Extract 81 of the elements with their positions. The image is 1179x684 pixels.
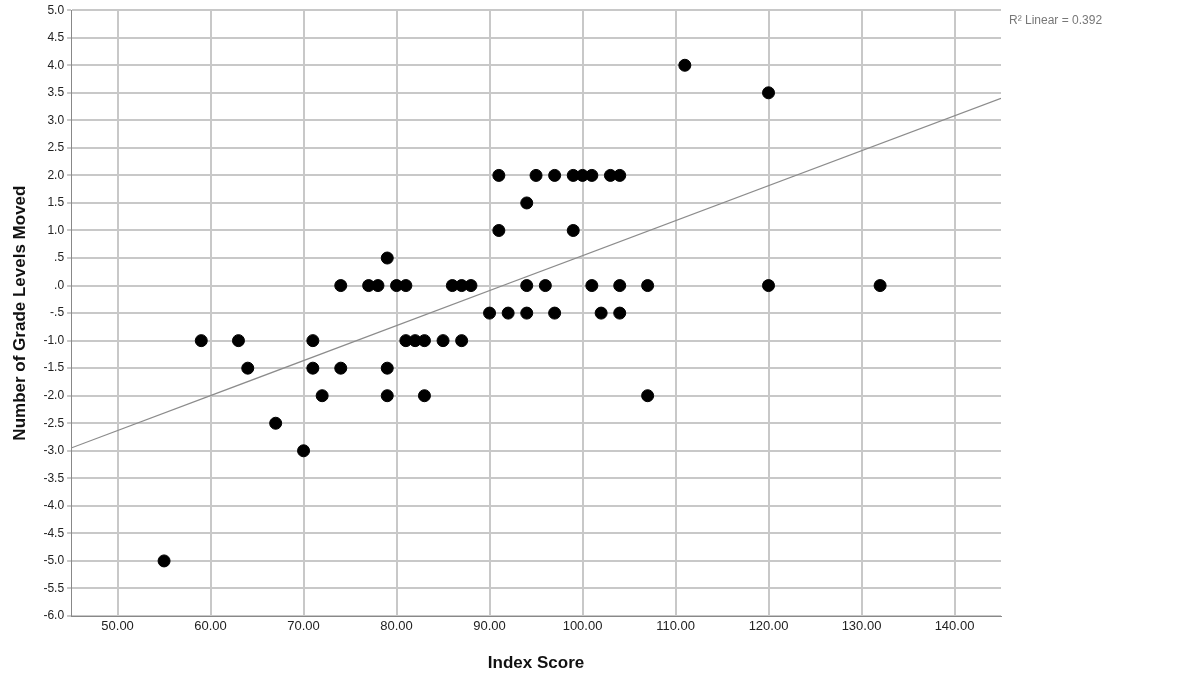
point (417, 389, 431, 403)
y-tick-label: 1.5 (47, 195, 65, 210)
x-tick-label: 100.00 (562, 618, 603, 634)
point (585, 168, 599, 182)
point (585, 279, 599, 293)
x-tick-label: 70.00 (287, 618, 320, 634)
y-tick-label: -1.0 (43, 332, 65, 347)
y-tick-label: 4.0 (47, 57, 65, 72)
point (334, 279, 348, 293)
point (538, 279, 552, 293)
y-tick-label: .0 (54, 277, 65, 292)
y-tick-label: -2.5 (43, 415, 65, 430)
y-tick-label: -3.0 (43, 443, 65, 458)
point (594, 306, 608, 320)
point (269, 416, 283, 430)
point (231, 334, 245, 348)
point (483, 306, 497, 320)
x-tick-label: 60.00 (194, 618, 227, 634)
point (641, 279, 655, 293)
point (873, 279, 887, 293)
y-tick-label: 5.0 (47, 2, 65, 17)
y-tick-label: 4.5 (47, 30, 65, 45)
point (529, 168, 543, 182)
x-tick-label: 80.00 (380, 618, 413, 634)
point (501, 306, 515, 320)
point (380, 251, 394, 265)
y-axis-title: Number of Grade Levels Moved (9, 185, 29, 441)
y-tick-label: -4.5 (43, 525, 65, 540)
y-tick-label: -1.5 (43, 360, 65, 375)
y-tick-label: -5.5 (43, 580, 65, 595)
point (520, 279, 534, 293)
x-tick-label: 50.00 (101, 618, 134, 634)
point (241, 361, 255, 375)
x-tick-label: 120.00 (748, 618, 789, 634)
x-tick-label: 90.00 (473, 618, 506, 634)
x-axis-title: Index Score (487, 653, 585, 673)
point (464, 279, 478, 293)
point (613, 168, 627, 182)
point (548, 306, 562, 320)
y-tick-label: -.5 (50, 305, 65, 320)
y-tick-label: 3.5 (47, 85, 65, 100)
y-tick-label: 1.0 (47, 222, 65, 237)
point (520, 196, 534, 210)
point (436, 334, 450, 348)
point (380, 389, 394, 403)
point (157, 554, 171, 568)
point (641, 389, 655, 403)
point (380, 361, 394, 375)
y-tick-label: -5.0 (43, 553, 65, 568)
y-tick-label: 2.0 (47, 167, 65, 182)
text: R² Linear = 0.392 (1009, 12, 1103, 27)
point (548, 168, 562, 182)
point (613, 306, 627, 320)
y-tick-label: 2.5 (47, 140, 65, 155)
point (334, 361, 348, 375)
point (762, 279, 776, 293)
y-tick-label: -2.0 (43, 388, 65, 403)
x-tick-label: 110.00 (656, 618, 695, 634)
x-tick-label: 140.00 (934, 618, 975, 634)
y-tick-label: -6.0 (43, 608, 65, 623)
point (417, 334, 431, 348)
y-tick-label: 3.0 (47, 112, 65, 127)
y-tick-label: .5 (54, 250, 65, 265)
x-tick-label: 130.00 (841, 618, 882, 634)
point (762, 86, 776, 100)
point (399, 279, 413, 293)
point (613, 279, 627, 293)
point (306, 361, 320, 375)
point (297, 444, 311, 458)
point (455, 334, 469, 348)
y-tick-label: -4.0 (43, 498, 65, 513)
point (371, 279, 385, 293)
point (520, 306, 534, 320)
point (194, 334, 208, 348)
point (315, 389, 329, 403)
point (492, 223, 506, 237)
point (566, 223, 580, 237)
point (306, 334, 320, 348)
point (678, 58, 692, 72)
y-tick-label: -3.5 (43, 470, 65, 485)
point (492, 168, 506, 182)
